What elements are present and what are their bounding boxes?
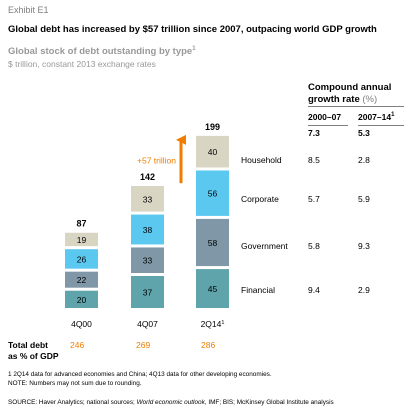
segment-label-corporate: Corporate <box>241 194 279 204</box>
bar-segment-government-2q14 <box>196 218 229 267</box>
bar-segment-household-2q14 <box>196 135 229 168</box>
bar-value-financial-2q14: 45 <box>208 284 218 294</box>
subtitle-text: Global stock of debt outstanding by type <box>8 46 193 58</box>
category-label-2q14: 2Q141 <box>201 319 225 329</box>
cagr-title-line2: growth rate (%) <box>308 94 391 106</box>
segment-label-financial: Financial <box>241 285 276 295</box>
bar-segment-corporate-2q14 <box>196 170 229 216</box>
total-debt-label-line2: as % of GDP <box>8 351 59 361</box>
cagr-col1-header: 2000–07 <box>308 112 342 122</box>
gdp-pct-2q14: 286 <box>201 340 216 350</box>
bar-segment-household-4q07 <box>131 186 164 212</box>
segment-label-government: Government <box>241 241 288 251</box>
source-suffix: , IMF; BIS; McKinsey Global Institute an… <box>204 399 334 406</box>
category-label-4q07: 4Q07 <box>137 319 158 329</box>
footnote-1: 1 2Q14 data for advanced economies and C… <box>8 371 272 378</box>
bar-segment-corporate-4q07 <box>131 214 164 245</box>
gdp-pct-4q00: 246 <box>70 340 85 350</box>
footnote-note: NOTE: Numbers may not sum due to roundin… <box>8 380 142 387</box>
cagr-title-unit: (%) <box>362 94 378 105</box>
cagr-corporate-2007-14: 5.9 <box>358 194 370 204</box>
source-line: SOURCE: Haver Analytics; national source… <box>8 399 334 406</box>
bar-value-corporate-4q07: 38 <box>143 225 153 235</box>
bar-segment-corporate-4q00 <box>65 249 98 269</box>
bar-value-corporate-2q14: 56 <box>208 189 218 199</box>
source-italic: World economic outlook <box>136 399 205 406</box>
cagr-header: Compound annual growth rate (%) <box>308 82 391 106</box>
cagr-financial-2007-14: 2.9 <box>358 285 370 295</box>
cagr-header-rule <box>308 106 404 107</box>
bar-value-financial-4q07: 37 <box>143 287 153 297</box>
exhibit-label: Exhibit E1 <box>8 5 49 15</box>
bar-value-household-2q14: 40 <box>208 147 218 157</box>
bar-segment-financial-2q14 <box>196 269 229 308</box>
bar-total-2q14: 199 <box>205 122 220 132</box>
cagr-corporate-2000-07: 5.7 <box>308 194 320 204</box>
bar-segment-financial-4q07 <box>131 275 164 308</box>
bar-value-government-2q14: 58 <box>208 238 218 248</box>
cagr-col2-footnote-mark: 1 <box>391 112 395 119</box>
bar-total-4q07: 142 <box>140 172 155 182</box>
chart-subtitle: Global stock of debt outstanding by type… <box>8 46 196 57</box>
bar-segment-household-4q00 <box>65 232 98 247</box>
bar-segment-financial-4q00 <box>65 290 98 308</box>
cagr-title-text: growth rate <box>308 94 360 105</box>
cagr-total-2000-07: 7.3 <box>308 128 320 138</box>
category-footnote-mark: 1 <box>221 320 224 326</box>
source-prefix: SOURCE: Haver Analytics; national source… <box>8 399 137 406</box>
bar-value-household-4q07: 33 <box>143 194 153 204</box>
category-label-4q00: 4Q00 <box>71 319 92 329</box>
cagr-total-2007-14: 5.3 <box>358 128 370 138</box>
gdp-pct-4q07: 269 <box>136 340 151 350</box>
chart-title: Global debt has increased by $57 trillio… <box>8 24 377 35</box>
bar-value-government-4q07: 33 <box>143 256 153 266</box>
chart-bars: 20 22 26 19 87 4Q00 37 33 38 33 142 4Q07 45 58 56 40 199… <box>65 122 229 329</box>
cagr-col2-text: 2007–14 <box>358 112 392 122</box>
cagr-government-2007-14: 9.3 <box>358 241 370 251</box>
bar-segment-government-4q00 <box>65 271 98 288</box>
bar-total-4q00: 87 <box>76 219 86 229</box>
cagr-government-2000-07: 5.8 <box>308 241 320 251</box>
bar-value-financial-4q00: 20 <box>77 295 87 305</box>
bar-value-corporate-4q00: 26 <box>77 254 87 264</box>
total-debt-label: Total debt as % of GDP <box>8 340 59 362</box>
bar-value-government-4q00: 22 <box>77 275 87 285</box>
cagr-household-2000-07: 8.5 <box>308 155 320 165</box>
increase-arrow-group: +57 trillion <box>137 134 186 184</box>
bar-value-household-4q00: 19 <box>77 235 87 245</box>
cagr-household-2007-14: 2.8 <box>358 155 370 165</box>
bar-segment-government-4q07 <box>131 247 164 273</box>
cagr-col1-rule <box>308 125 348 126</box>
segment-label-household: Household <box>241 155 282 165</box>
cagr-col2-header: 2007–141 <box>358 112 394 122</box>
increase-label: +57 trillion <box>137 156 176 166</box>
subtitle-footnote-mark: 1 <box>192 46 196 52</box>
cagr-col2-rule <box>358 125 404 126</box>
total-debt-label-line1: Total debt <box>8 340 48 350</box>
units-label: $ trillion, constant 2013 exchange rates <box>8 59 156 69</box>
cagr-financial-2000-07: 9.4 <box>308 285 320 295</box>
cagr-title-line1: Compound annual <box>308 82 392 93</box>
